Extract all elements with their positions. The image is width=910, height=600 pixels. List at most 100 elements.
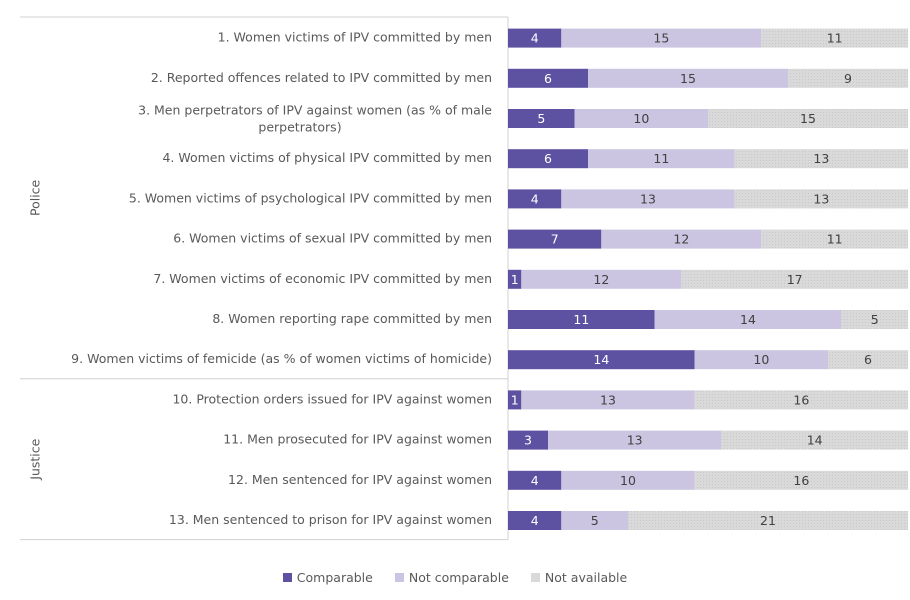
bar-segment-not-comparable	[588, 68, 788, 88]
legend-label: Not available	[544, 570, 628, 585]
category-label-continued: perpetrators)	[258, 120, 341, 135]
data-label-not-available: 11	[827, 232, 843, 247]
data-label-comparable: 1	[511, 392, 519, 407]
data-label-not-available: 21	[760, 513, 776, 528]
data-label-not-comparable: 15	[680, 71, 696, 86]
bar-segment-not-comparable	[561, 470, 695, 490]
bar-segment-not-available	[828, 350, 908, 370]
bar-segment-not-available	[708, 109, 908, 128]
bar-segment-not-comparable	[561, 28, 762, 48]
data-label-not-comparable: 13	[640, 191, 656, 206]
bar-segment-not-comparable	[654, 310, 842, 329]
data-label-not-comparable: 12	[593, 272, 609, 287]
bar-segment-comparable	[508, 229, 602, 249]
bar-segment-not-comparable	[521, 269, 682, 289]
group-label-police: Police	[28, 179, 43, 216]
data-label-not-available: 16	[793, 473, 809, 488]
bar-segment-not-available	[788, 68, 908, 88]
bar-segment-not-comparable	[601, 229, 762, 249]
bar-segment-not-comparable	[561, 511, 628, 530]
bar-segment-not-available	[734, 189, 908, 209]
bar-segment-comparable	[508, 511, 562, 530]
data-label-not-comparable: 10	[633, 111, 649, 126]
category-labels: 1. Women victims of IPV committed by men…	[71, 30, 492, 527]
bar-segment-comparable	[508, 28, 562, 48]
bar-segment-comparable	[508, 269, 522, 289]
data-label-comparable: 4	[531, 191, 539, 206]
data-label-not-available: 16	[793, 392, 809, 407]
data-label-not-available: 5	[871, 312, 879, 327]
data-label-not-comparable: 12	[673, 232, 689, 247]
category-label: 3. Men perpetrators of IPV against women…	[138, 103, 492, 118]
data-label-comparable: 7	[551, 232, 559, 247]
category-label: 1. Women victims of IPV committed by men	[218, 30, 492, 45]
data-label-comparable: 4	[531, 513, 539, 528]
bar-segment-not-comparable	[588, 149, 735, 169]
bar-segment-not-comparable	[548, 430, 722, 450]
data-label-not-available: 15	[800, 111, 816, 126]
data-label-not-available: 6	[864, 352, 872, 367]
data-label-comparable: 4	[531, 473, 539, 488]
data-label-not-comparable: 13	[627, 433, 643, 448]
data-label-comparable: 6	[544, 71, 552, 86]
data-label-comparable: 14	[593, 352, 609, 367]
legend-item-not-available[interactable]: Not available	[530, 570, 628, 585]
bar-segment-not-available	[694, 470, 908, 490]
bar-segment-comparable	[508, 390, 522, 410]
data-label-not-available: 13	[813, 191, 829, 206]
bar-segment-not-available	[761, 28, 908, 48]
category-label: 7. Women victims of economic IPV committ…	[153, 271, 492, 286]
bar-segment-not-available	[681, 269, 908, 289]
data-label-not-available: 13	[813, 151, 829, 166]
bar-segment-comparable	[508, 430, 548, 450]
legend-item-not-comparable[interactable]: Not comparable	[394, 570, 509, 585]
category-label: 2. Reported offences related to IPV comm…	[151, 70, 492, 85]
bar-segment-comparable	[508, 189, 562, 209]
bar-segment-comparable	[508, 68, 588, 88]
data-label-not-comparable: 15	[653, 31, 669, 46]
category-label: 5. Women victims of psychological IPV co…	[129, 190, 492, 205]
bar-segment-not-comparable	[561, 189, 735, 209]
bar-segment-not-available	[694, 390, 908, 410]
data-label-not-comparable: 14	[740, 312, 756, 327]
data-label-not-available: 17	[787, 272, 803, 287]
legend-label: Not comparable	[408, 570, 509, 585]
bar-segment-not-comparable	[694, 350, 828, 370]
category-label: 12. Men sentenced for IPV against women	[228, 472, 492, 487]
data-label-comparable: 5	[537, 111, 545, 126]
chart-frame	[20, 16, 509, 541]
bar-segment-not-available	[628, 511, 908, 530]
category-label: 10. Protection orders issued for IPV aga…	[172, 391, 492, 406]
data-label-comparable: 3	[524, 433, 532, 448]
bar-segment-not-comparable	[521, 390, 695, 410]
bar-segment-not-comparable	[574, 109, 708, 128]
bar-segment-comparable	[508, 350, 695, 370]
bar-segment-not-available	[761, 229, 908, 249]
data-label-comparable: 4	[531, 31, 539, 46]
category-label: 11. Men prosecuted for IPV against women	[223, 432, 492, 447]
legend: Comparable Not comparable Not available	[0, 570, 910, 585]
bar-segment-comparable	[508, 470, 562, 490]
category-label: 4. Women victims of physical IPV committ…	[162, 150, 492, 165]
legend-swatch-comparable	[282, 573, 292, 582]
data-label-not-comparable: 5	[591, 513, 599, 528]
data-label-not-comparable: 13	[600, 392, 616, 407]
group-labels: Police Justice	[28, 179, 43, 480]
stacked-bar-chart: Police Justice 1. Women victims of IPV co…	[20, 16, 908, 541]
legend-swatch-not-comparable	[394, 573, 404, 582]
bar-segment-comparable	[508, 109, 575, 128]
bar-segment-comparable	[508, 149, 588, 169]
group-label-justice: Justice	[28, 438, 43, 480]
bar-segment-not-available	[721, 430, 908, 450]
data-label-not-comparable: 10	[620, 473, 636, 488]
data-label-not-available: 9	[844, 71, 852, 86]
category-label: 6. Women victims of sexual IPV committed…	[173, 231, 492, 246]
data-label-comparable: 1	[511, 272, 519, 287]
category-label: 8. Women reporting rape committed by men	[212, 311, 492, 326]
bar-segment-not-available	[841, 310, 908, 329]
legend-item-comparable[interactable]: Comparable	[282, 570, 373, 585]
category-label: 9. Women victims of femicide (as % of wo…	[71, 351, 492, 366]
data-label-not-available: 11	[827, 31, 843, 46]
data-label-not-available: 14	[807, 433, 823, 448]
